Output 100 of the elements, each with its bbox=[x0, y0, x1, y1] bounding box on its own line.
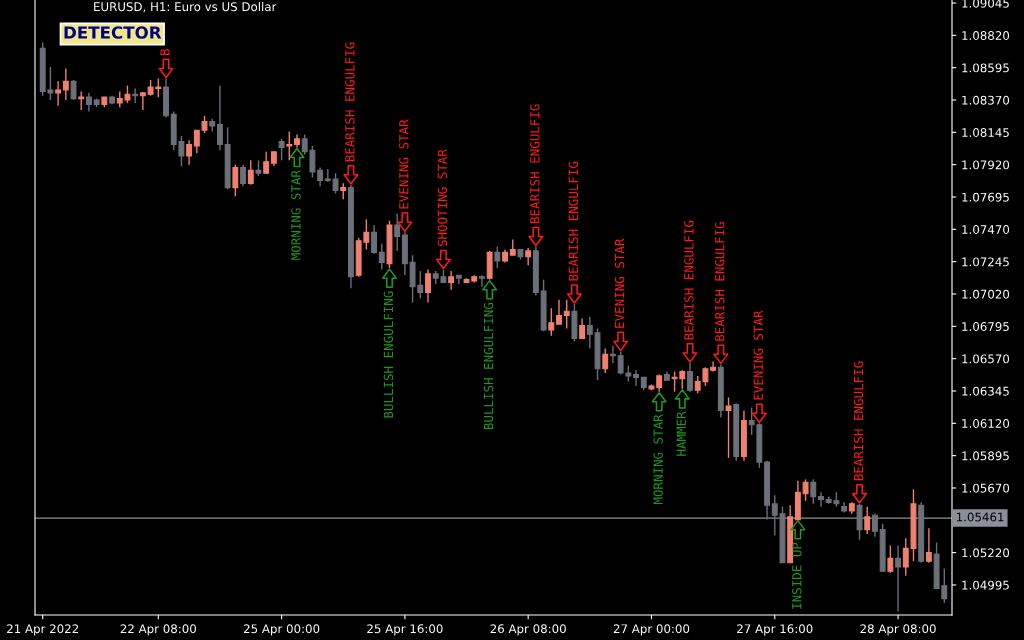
candlestick bbox=[802, 478, 809, 502]
candlestick bbox=[633, 369, 640, 387]
candlestick bbox=[378, 243, 385, 271]
point bbox=[674, 389, 690, 409]
ref-line-label: 1.05461 bbox=[956, 512, 1004, 522]
data-label: BEARISH ENGULFIG bbox=[568, 161, 579, 281]
point bbox=[751, 403, 767, 424]
data-label: EVENING STAR bbox=[399, 119, 409, 209]
point bbox=[397, 212, 413, 232]
data-label: BEARISH ENGULFIG bbox=[345, 42, 355, 162]
point bbox=[381, 268, 398, 289]
candlestick bbox=[725, 396, 732, 459]
x-tick-label: 25 Apr 16:00 bbox=[367, 624, 443, 636]
candlestick bbox=[317, 166, 324, 187]
candlestick bbox=[864, 505, 871, 535]
data-label: BEARISH ENGULFIG bbox=[684, 220, 694, 340]
point bbox=[566, 284, 582, 304]
data-label: BULLISH ENGULFING bbox=[483, 302, 494, 430]
y-tick-label: 1.08370 bbox=[962, 95, 1010, 105]
y-tick-label: 1.07920 bbox=[962, 160, 1010, 170]
point bbox=[289, 147, 305, 168]
candlestick bbox=[556, 299, 562, 325]
candlestick bbox=[478, 274, 485, 288]
y-tick-label: 1.06570 bbox=[962, 354, 1010, 364]
candlestick bbox=[371, 224, 378, 255]
data-label: INSIDE UP bbox=[792, 542, 802, 609]
candlestick bbox=[232, 163, 239, 197]
data-label: SHOOTING STAR bbox=[437, 149, 448, 247]
candlestick bbox=[887, 544, 894, 574]
annotation: DETECTOR bbox=[64, 26, 162, 39]
candlestick bbox=[78, 90, 85, 111]
candlestick bbox=[85, 92, 92, 113]
y-tick-label: 1.04995 bbox=[962, 580, 1009, 590]
point bbox=[158, 58, 174, 79]
data-label: B bbox=[160, 48, 170, 55]
candlestick bbox=[895, 544, 902, 613]
point bbox=[435, 249, 451, 270]
y-tick-label: 1.06120 bbox=[962, 419, 1010, 428]
y-tick-label: 1.08145 bbox=[962, 128, 1009, 137]
candlestick bbox=[687, 362, 693, 393]
x-tick-label: 28 Apr 08:00 bbox=[860, 624, 936, 636]
point bbox=[713, 344, 729, 365]
candlestick bbox=[548, 307, 555, 337]
candlestick bbox=[871, 513, 878, 538]
data-label: MORNING STAR bbox=[653, 414, 663, 505]
y-tick-label: 1.07470 bbox=[962, 225, 1010, 234]
x-tick-label: 21 Apr 2022 bbox=[7, 624, 79, 636]
point bbox=[482, 279, 498, 300]
data-label: BULLISH ENGULFING bbox=[383, 291, 394, 418]
point bbox=[682, 343, 698, 363]
candlestick bbox=[810, 478, 817, 505]
candlestick bbox=[278, 138, 285, 162]
candlestick bbox=[62, 67, 69, 101]
y-tick-label: 1.07695 bbox=[962, 192, 1009, 202]
data-label: EVENING STAR bbox=[614, 238, 625, 328]
y-tick-label: 1.08820 bbox=[962, 31, 1010, 40]
y-tick-label: 1.05895 bbox=[962, 451, 1009, 461]
chart-title: EURUSD, H1: Euro vs US Dollar bbox=[94, 2, 277, 13]
data-label: MORNING STAR bbox=[291, 169, 301, 260]
y-tick-label: 1.07020 bbox=[962, 289, 1010, 299]
candlestick bbox=[186, 139, 193, 166]
x-tick-label: 26 Apr 08:00 bbox=[490, 624, 566, 636]
point bbox=[528, 226, 544, 247]
candlestick bbox=[394, 212, 401, 252]
point bbox=[651, 391, 667, 412]
candlestick bbox=[216, 84, 223, 151]
candlestick bbox=[240, 163, 247, 187]
y-tick-label: 1.07245 bbox=[962, 257, 1009, 267]
point bbox=[790, 519, 806, 540]
candlestick bbox=[263, 151, 270, 174]
y-tick-label: 1.06795 bbox=[962, 322, 1009, 331]
data-label: BEARISH ENGULFIG bbox=[530, 104, 540, 223]
x-tick-label: 27 Apr 00:00 bbox=[613, 624, 690, 636]
candlestick bbox=[818, 491, 824, 508]
candlestick bbox=[563, 299, 570, 330]
data-label: BEARISH ENGULFIG bbox=[715, 222, 725, 341]
candlestick bbox=[494, 245, 501, 269]
data-label: BEARISH ENGULFIG bbox=[853, 361, 864, 481]
candlestick bbox=[425, 268, 431, 304]
data-label: HAMMER bbox=[676, 411, 686, 456]
candlestick bbox=[139, 92, 146, 111]
candlestick bbox=[602, 347, 609, 374]
candlestick bbox=[579, 317, 586, 340]
x-tick-label: 25 Apr 00:00 bbox=[243, 624, 320, 636]
y-tick-label: 1.05670 bbox=[962, 483, 1010, 493]
x-tick-label: 22 Apr 08:00 bbox=[120, 624, 196, 636]
point bbox=[343, 164, 359, 185]
candlestick bbox=[448, 270, 455, 291]
y-tick-label: 1.06345 bbox=[962, 386, 1009, 396]
candlestick bbox=[247, 159, 254, 186]
point bbox=[851, 483, 868, 504]
candlestick bbox=[55, 80, 62, 107]
point bbox=[613, 331, 629, 352]
candlestick bbox=[70, 79, 77, 101]
candlestick bbox=[925, 527, 932, 564]
data-label: EVENING STAR bbox=[753, 310, 764, 400]
y-tick-label: 1.08595 bbox=[962, 63, 1009, 73]
y-tick-label: 1.05220 bbox=[962, 548, 1010, 558]
candlestick bbox=[286, 130, 293, 162]
x-tick-label: 27 Apr 16:00 bbox=[737, 624, 813, 636]
